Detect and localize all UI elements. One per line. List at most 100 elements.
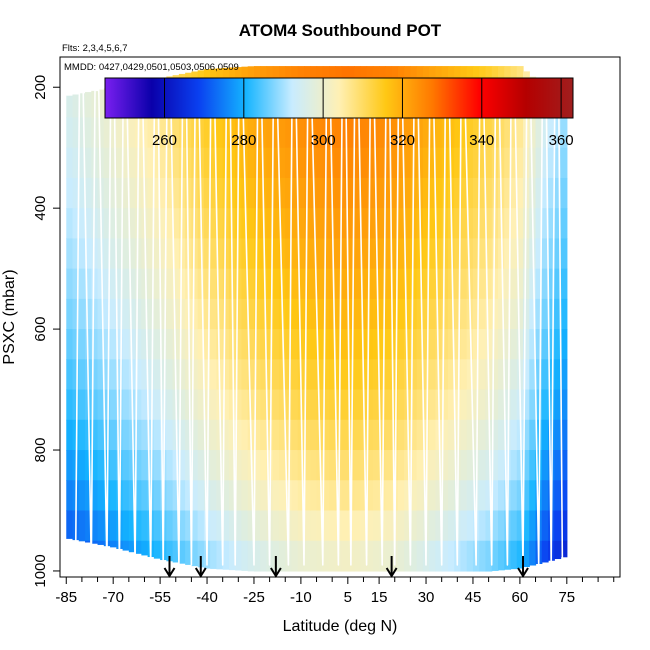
heatmap-cell (85, 298, 92, 330)
heatmap-cell (216, 480, 224, 512)
heatmap-cell (85, 510, 92, 542)
heatmap-cell (122, 480, 130, 512)
heatmap-cell (447, 359, 455, 391)
heatmap-cell (197, 450, 205, 481)
heatmap-cell (497, 419, 505, 451)
heatmap-cell (128, 510, 136, 542)
heatmap-cell (216, 540, 224, 570)
heatmap-cell (560, 329, 568, 360)
heatmap-cell (78, 329, 86, 360)
heatmap-cell (185, 117, 192, 149)
heatmap-cell (347, 268, 355, 300)
heatmap-cell (497, 298, 505, 330)
heatmap-cell (372, 540, 380, 572)
heatmap-cell (185, 359, 192, 391)
heatmap-cell (203, 298, 211, 330)
heatmap-cell (404, 540, 411, 572)
heatmap-cell (479, 359, 487, 391)
heatmap-cell (122, 208, 130, 239)
heatmap-cell (253, 540, 261, 572)
heatmap-cell (335, 177, 343, 209)
heatmap-cell (304, 329, 311, 360)
heatmap-cell (153, 298, 161, 330)
heatmap-cell (472, 66, 480, 88)
heatmap-cell (85, 450, 92, 481)
heatmap-cell (72, 94, 80, 119)
heatmap-cell (241, 298, 249, 330)
heatmap-cell (435, 147, 443, 179)
heatmap-cell (560, 208, 568, 239)
heatmap-cell (366, 359, 374, 391)
heatmap-cell (166, 268, 174, 300)
heatmap-cell (272, 268, 280, 300)
heatmap-cell (228, 540, 236, 571)
heatmap-cell (472, 359, 480, 391)
heatmap-cell (385, 268, 393, 300)
heatmap-cell (472, 177, 480, 209)
heatmap-cell (535, 359, 543, 391)
heatmap-cell (397, 329, 405, 360)
heatmap-cell (316, 117, 324, 149)
heatmap-cell (523, 450, 530, 481)
heatmap-cell (548, 329, 555, 360)
heatmap-cell (335, 208, 343, 239)
heatmap-cell (372, 117, 380, 149)
heatmap-cell (272, 389, 280, 421)
heatmap-cell (216, 268, 224, 300)
heatmap-cell (397, 389, 405, 421)
heatmap-cell (510, 510, 518, 542)
heatmap-cell (435, 480, 443, 512)
heatmap-cell (416, 147, 424, 179)
heatmap-cell (360, 268, 368, 300)
heatmap-cell (322, 450, 330, 481)
heatmap-cell (322, 480, 330, 512)
heatmap-cell (160, 268, 167, 300)
heatmap-cell (241, 389, 249, 421)
sounding-markers (163, 556, 529, 578)
heatmap-cell (178, 419, 186, 451)
heatmap-cell (272, 510, 280, 542)
heatmap-cell (166, 177, 174, 209)
heatmap-cell (341, 389, 349, 421)
heatmap-cell (460, 208, 468, 239)
heatmap-cell (247, 147, 255, 179)
heatmap-cell (260, 147, 268, 179)
heatmap-cell (441, 510, 449, 542)
heatmap-cell (516, 450, 524, 481)
heatmap-cell (235, 540, 243, 571)
heatmap-cell (485, 540, 493, 572)
heatmap-cell (479, 419, 487, 451)
heatmap-cell (210, 298, 218, 330)
heatmap-cell (429, 66, 437, 88)
heatmap-cell (310, 208, 318, 239)
heatmap-cell (354, 450, 361, 481)
heatmap-cell (191, 268, 199, 300)
heatmap-cell (354, 268, 361, 300)
heatmap-cell (541, 419, 549, 451)
heatmap-cell (278, 510, 286, 542)
heatmap-cell (429, 419, 437, 451)
heatmap-cell (97, 450, 105, 481)
heatmap-cell (247, 540, 255, 572)
heatmap-cell (460, 419, 468, 451)
heatmap-cell (554, 450, 562, 481)
heatmap-cell (291, 510, 299, 542)
heatmap-cell (110, 480, 117, 512)
heatmap-cell (235, 329, 243, 360)
heatmap-cell (316, 238, 324, 270)
heatmap-cell (366, 540, 374, 572)
heatmap-cell (78, 177, 86, 209)
x-tick-label: 15 (371, 589, 388, 606)
heatmap-cell (272, 329, 280, 360)
heatmap-cell (128, 540, 136, 553)
heatmap-cell (523, 540, 530, 568)
heatmap-cell (491, 268, 499, 300)
heatmap-cell (541, 147, 549, 179)
heatmap-cell (260, 389, 268, 421)
heatmap-cell (385, 238, 393, 270)
heatmap-cell (241, 510, 249, 542)
heatmap-cell (203, 208, 211, 239)
heatmap-cell (116, 298, 124, 330)
heatmap-cell (385, 147, 393, 179)
heatmap-cell (447, 66, 455, 88)
